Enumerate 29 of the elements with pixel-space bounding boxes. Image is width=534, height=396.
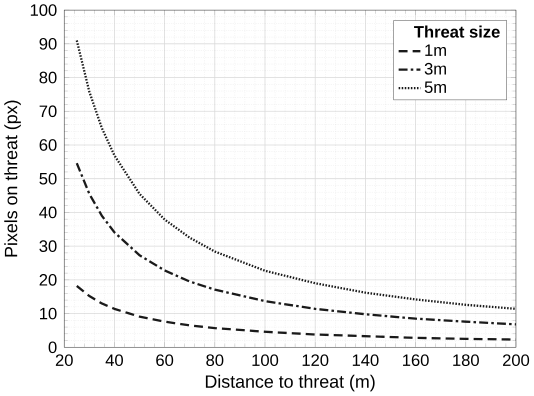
x-tick-label: 40 [106,354,123,366]
x-tick-label: 200 [502,354,530,366]
x-tick-label: 140 [352,354,379,366]
y-tick-label: 40 [39,206,57,218]
y-tick-label: 30 [39,240,57,252]
legend-title: Threat size [414,26,500,38]
y-tick-label: 90 [40,38,57,50]
y-tick-label: 10 [40,308,57,320]
legend-label: 5m [424,82,446,94]
line-series [76,39,516,310]
x-tick-label: 100 [252,354,278,366]
y-tick-label: 0 [48,342,57,354]
line-series [76,162,516,326]
x-tick-label: 120 [302,354,328,366]
legend-label: 1m [425,44,446,56]
y-tick-label: 100 [30,4,57,16]
x-tick-label: 20 [56,354,73,366]
y-tick-label: 20 [40,274,57,286]
y-axis-title: Pixels on threat (px) [4,100,21,257]
x-tick-label: 60 [156,354,174,366]
x-tick-label: 180 [453,354,479,366]
legend-label: 3m [424,63,446,75]
y-tick-label: 70 [40,106,57,118]
y-tick-label: 50 [39,173,57,185]
y-tick-label: 60 [40,139,57,152]
x-axis-title: Distance to threat (m) [206,374,375,392]
x-tick-label: 160 [403,354,429,366]
y-tick-label: 80 [40,72,57,84]
x-tick-label: 80 [206,354,224,366]
